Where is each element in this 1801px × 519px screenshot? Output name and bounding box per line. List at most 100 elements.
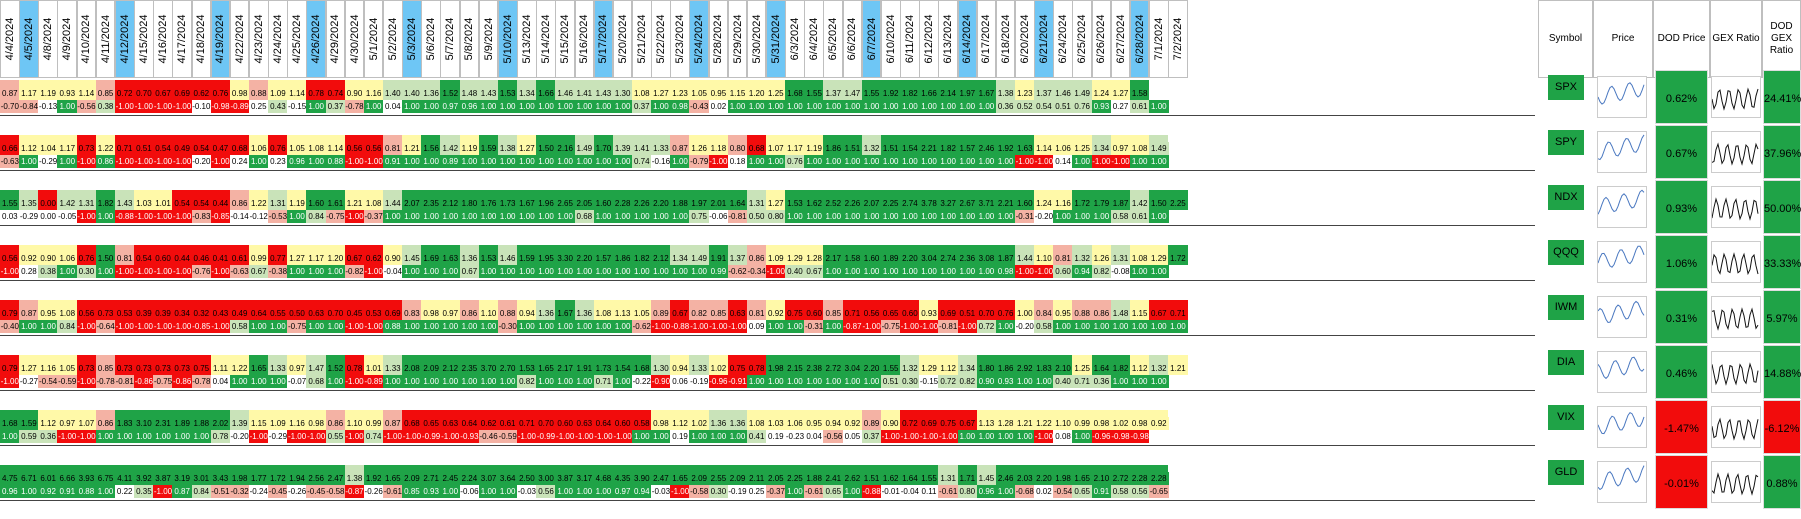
correlation-cell[interactable]: 0.58 [1034,320,1054,333]
correlation-cell[interactable]: -1.00 [306,430,327,443]
gex-ratio-cell[interactable]: 1.62 [804,197,824,210]
correlation-cell[interactable]: 1.00 [478,100,499,113]
gex-ratio-cell[interactable]: 1.32 [1149,362,1169,375]
gex-ratio-cell[interactable]: 0.56 [76,307,97,320]
gex-ratio-cell[interactable]: 1.59 [517,252,537,265]
correlation-cell[interactable]: 0.93 [995,375,1016,388]
correlation-cell[interactable]: 0.56 [1129,485,1150,498]
correlation-cell[interactable]: 1.00 [478,485,499,498]
correlation-cell[interactable]: -1.00 [153,265,173,278]
gex-ratio-cell[interactable]: 1.19 [804,142,824,155]
correlation-cell[interactable]: 1.00 [1091,210,1112,223]
gex-ratio-cell[interactable]: 2.25 [1168,197,1188,210]
correlation-cell[interactable]: -0.56 [76,100,97,113]
date-header[interactable]: 4/25/2024 [287,0,307,78]
gex-ratio-cell[interactable]: 1.68 [631,362,652,375]
gex-ratio-cell[interactable]: 1.31 [76,197,97,210]
gex-ratio-cell[interactable]: 0.86 [325,417,346,430]
correlation-cell[interactable]: -1.00 [76,155,97,168]
gex-ratio-cell[interactable]: 1.38 [995,87,1016,100]
gex-ratio-cell[interactable]: 0.87 [19,307,39,320]
date-header[interactable]: 4/19/2024 [210,0,231,78]
gex-ratio-cell[interactable]: 0.83 [402,307,422,320]
correlation-cell[interactable]: 1.00 [402,100,422,113]
gex-ratio-cell[interactable]: 1.37 [727,252,748,265]
correlation-cell[interactable]: 0.51 [1053,100,1073,113]
correlation-cell[interactable]: 1.00 [153,430,173,443]
gex-ratio-cell[interactable]: 0.82 [689,307,710,320]
correlation-cell[interactable]: 0.74 [631,155,652,168]
gex-ratio-cell[interactable]: 1.38 [344,472,365,485]
correlation-cell[interactable]: -0.89 [363,375,384,388]
gex-ratio-cell[interactable]: 3.90 [631,472,652,485]
gex-ratio-cell[interactable]: 1.10 [478,307,499,320]
gex-ratio-cell[interactable]: 1.97 [689,197,710,210]
gex-ratio-cell[interactable]: 0.90 [880,417,901,430]
correlation-cell[interactable]: -1.00 [172,210,192,223]
gex-ratio-cell[interactable]: 1.14 [325,142,346,155]
correlation-cell[interactable]: 1.00 [785,375,805,388]
correlation-cell[interactable]: -0.14 [229,210,250,223]
correlation-cell[interactable]: 1.00 [459,155,480,168]
gex-ratio-cell[interactable]: 1.67 [976,87,997,100]
correlation-cell[interactable]: 0.56 [536,485,556,498]
gex-ratio-cell[interactable]: 0.62 [363,252,384,265]
gex-ratio-cell[interactable]: 1.92 [880,87,901,100]
gex-ratio-cell[interactable]: 1.16 [363,87,384,100]
correlation-cell[interactable]: -0.23 [785,430,805,443]
correlation-cell[interactable]: 1.00 [421,155,441,168]
gex-ratio-cell[interactable]: 0.70 [325,307,346,320]
gex-ratio-cell[interactable]: 1.29 [1149,252,1169,265]
gex-ratio-cell[interactable]: 0.54 [191,197,212,210]
correlation-cell[interactable]: 1.00 [976,100,997,113]
correlation-cell[interactable]: 0.75 [689,210,710,223]
gex-ratio-cell[interactable]: 1.14 [76,87,97,100]
gex-ratio-cell[interactable]: 2.12 [440,197,461,210]
correlation-cell[interactable]: -1.00 [287,430,307,443]
correlation-cell[interactable]: -1.00 [210,265,231,278]
gex-ratio-cell[interactable]: 0.86 [95,417,116,430]
gex-ratio-cell[interactable]: 1.54 [612,362,633,375]
gex-ratio-cell[interactable]: 1.43 [114,197,135,210]
correlation-cell[interactable]: 1.00 [306,155,327,168]
correlation-cell[interactable]: 1.00 [497,485,518,498]
gex-ratio-cell[interactable]: 1.16 [1053,197,1073,210]
correlation-cell[interactable]: -1.00 [344,430,365,443]
correlation-cell[interactable]: 1.00 [938,210,958,223]
correlation-cell[interactable]: 1.00 [536,265,556,278]
gex-ratio-cell[interactable]: 0.49 [229,307,250,320]
gex-ratio-cell[interactable]: 1.23 [670,87,690,100]
gex-ratio-cell[interactable]: 0.39 [153,307,173,320]
correlation-cell[interactable]: 1.00 [938,100,958,113]
gex-ratio-cell[interactable]: 1.27 [287,252,307,265]
gex-ratio-cell[interactable]: 2.09 [689,472,710,485]
correlation-cell[interactable]: 1.00 [880,265,901,278]
gex-ratio-cell[interactable]: 1.73 [497,197,518,210]
correlation-cell[interactable]: -1.00 [708,320,729,333]
correlation-cell[interactable]: -1.00 [0,265,20,278]
correlation-cell[interactable]: 1.00 [746,100,767,113]
gex-ratio-cell[interactable]: 1.49 [1072,87,1093,100]
gex-ratio-cell[interactable]: 2.35 [459,362,480,375]
gex-ratio-cell[interactable]: 1.65 [536,362,556,375]
date-header[interactable]: 5/22/2024 [651,0,671,78]
correlation-cell[interactable]: 1.00 [842,265,863,278]
gex-ratio-cell[interactable]: 3.78 [919,197,939,210]
correlation-cell[interactable]: 1.00 [536,320,556,333]
gex-ratio-cell[interactable]: 2.70 [497,362,518,375]
gex-ratio-cell[interactable]: 1.41 [574,87,595,100]
gex-ratio-cell[interactable]: 1.95 [536,252,556,265]
correlation-cell[interactable]: -0.99 [421,430,441,443]
gex-ratio-cell[interactable]: 0.78 [344,362,365,375]
gex-ratio-cell[interactable]: 2.67 [957,197,978,210]
gex-ratio-cell[interactable]: 2.20 [651,197,671,210]
gex-ratio-cell[interactable]: 0.95 [708,87,729,100]
symbol-label[interactable]: NDX [1548,185,1584,210]
correlation-cell[interactable]: -1.00 [114,100,135,113]
date-header[interactable]: 5/16/2024 [574,0,595,78]
correlation-cell[interactable]: -0.22 [631,375,652,388]
gex-ratio-cell[interactable]: 1.50 [1149,197,1169,210]
correlation-cell[interactable]: -0.79 [689,155,710,168]
correlation-cell[interactable]: 1.00 [574,155,595,168]
gex-ratio-cell[interactable]: 1.09 [766,252,786,265]
